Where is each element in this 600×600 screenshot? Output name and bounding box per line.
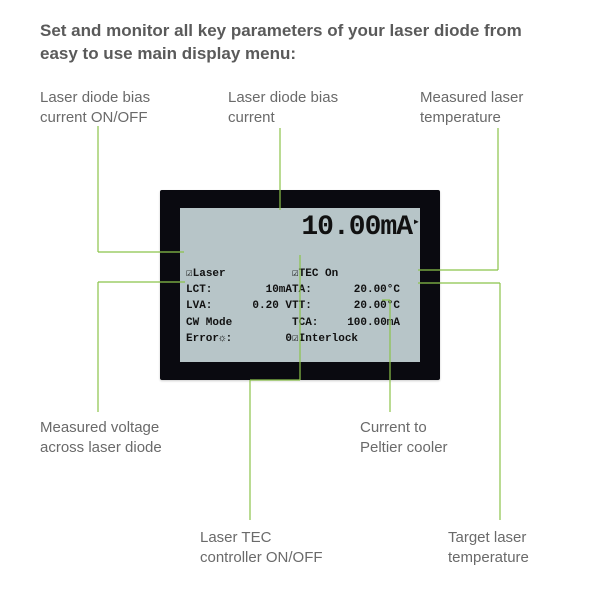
label-bias-onoff: Laser diode biascurrent ON/OFF [40, 88, 150, 127]
lcd-parameter-grid: ☑Laser ☑TEC On LCT: 10mA TA: 20.00°C LVA… [186, 268, 400, 346]
lcd-error-label: Error☼: [186, 333, 240, 346]
lcd-tca-value: 100.00mA [328, 317, 400, 330]
device-display-frame: 10.00mA ▸ ☑Laser ☑TEC On LCT: 10mA TA: 2… [160, 190, 440, 380]
lcd-ta-label: TA: [292, 284, 328, 297]
lcd-lct-label: LCT: [186, 284, 240, 297]
lcd-interlock: ☑Interlock [292, 333, 400, 346]
lcd-screen: 10.00mA ▸ ☑Laser ☑TEC On LCT: 10mA TA: 2… [180, 208, 420, 362]
label-meas-voltage: Measured voltageacross laser diode [40, 418, 162, 457]
lcd-lct-value: 10mA [240, 284, 292, 297]
lcd-tec-flag: ☑TEC On [292, 268, 400, 281]
label-meas-temp: Measured lasertemperature [420, 88, 523, 127]
page-title: Set and monitor all key parameters of yo… [40, 20, 560, 66]
label-peltier: Current toPeltier cooler [360, 418, 448, 457]
label-bias-current: Laser diode biascurrent [228, 88, 338, 127]
lcd-big-reading: 10.00mA [301, 212, 412, 243]
lcd-tt-label: TT: [292, 300, 328, 313]
lcd-cursor-icon: ▸ [413, 214, 420, 229]
label-tec-onoff: Laser TECcontroller ON/OFF [200, 528, 323, 567]
lcd-laser-flag: ☑Laser [186, 268, 292, 281]
lcd-tt-value: 20.00°C [328, 300, 400, 313]
label-target-temp: Target lasertemperature [448, 528, 529, 567]
lcd-tca-label: TCA: [292, 317, 328, 330]
lcd-mode: CW Mode [186, 317, 292, 330]
lcd-lva-label: LVA: [186, 300, 240, 313]
lcd-lva-value: 0.20 V [240, 300, 292, 313]
lcd-ta-value: 20.00°C [328, 284, 400, 297]
lcd-error-value: 0 [240, 333, 292, 346]
